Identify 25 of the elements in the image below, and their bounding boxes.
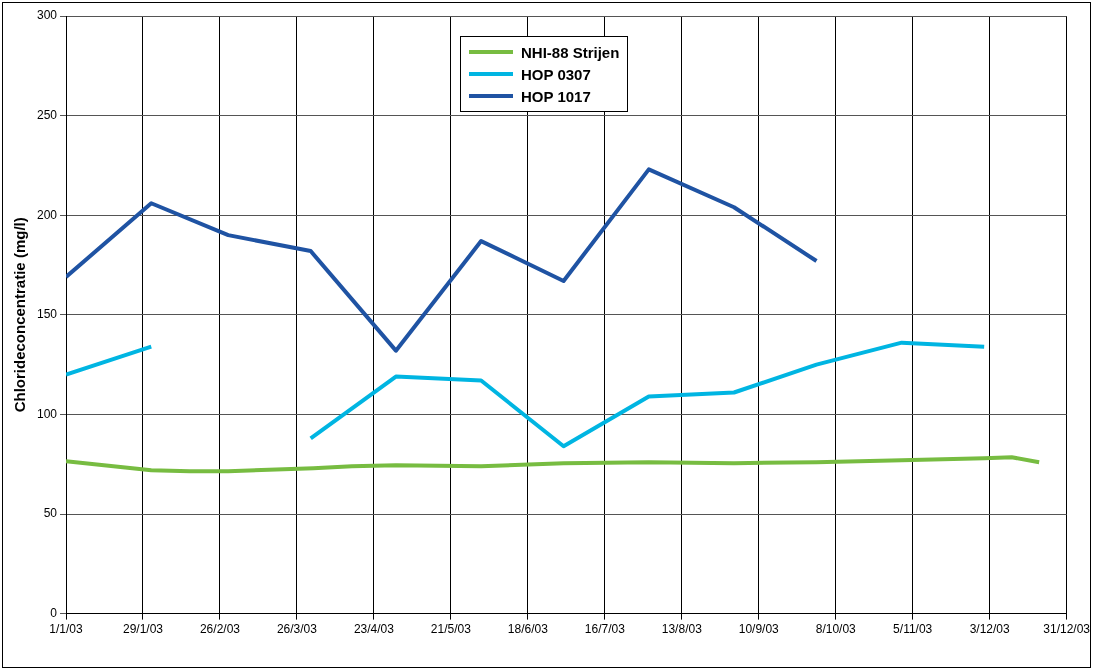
y-tick-label: 100 [36, 406, 58, 421]
y-tick-label: 250 [36, 107, 58, 122]
x-tick-label: 16/7/03 [584, 622, 626, 637]
y-axis-title: Chlorideconcentratie (mg/l) [11, 217, 29, 413]
x-tick-label: 13/8/03 [661, 622, 703, 637]
x-tick-label: 21/5/03 [430, 622, 472, 637]
x-tick-label: 26/3/03 [276, 622, 318, 637]
x-tick-label: 31/12/03 [1043, 622, 1091, 637]
x-tick-label: 29/1/03 [122, 622, 164, 637]
legend-label: HOP 0307 [521, 65, 591, 83]
y-tick-label: 0 [50, 605, 58, 620]
y-tick-label: 200 [36, 207, 58, 222]
x-tick-label: 23/4/03 [353, 622, 395, 637]
y-tick-label: 50 [43, 506, 58, 521]
legend-label: NHI-88 Strijen [521, 43, 620, 61]
y-tick-label: 150 [36, 307, 58, 322]
legend-label: HOP 1017 [521, 87, 591, 105]
y-tick-label: 300 [36, 8, 58, 23]
x-tick-label: 1/1/03 [49, 622, 84, 637]
x-tick-label: 8/10/03 [815, 622, 857, 637]
x-tick-label: 10/9/03 [738, 622, 780, 637]
x-tick-label: 18/6/03 [507, 622, 549, 637]
x-tick-label: 3/12/03 [969, 622, 1011, 637]
x-tick-label: 5/11/03 [893, 622, 933, 637]
x-tick-label: 26/2/03 [199, 622, 241, 637]
